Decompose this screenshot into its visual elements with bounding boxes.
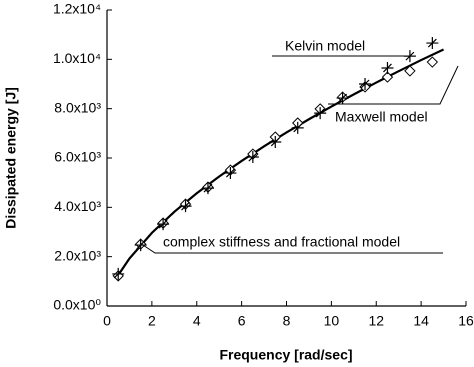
x-tick-label: 6	[238, 313, 246, 329]
star-marker	[224, 167, 237, 180]
legend-label: Maxwell model	[335, 109, 428, 125]
diamond-marker	[381, 71, 394, 83]
x-tick-label: 2	[148, 313, 156, 329]
y-tick-label: 2.0x10³	[54, 247, 101, 263]
legend-label: Kelvin model	[285, 38, 365, 54]
star-marker	[359, 78, 372, 90]
star-marker	[112, 267, 125, 280]
diamond-marker	[404, 65, 416, 77]
x-tick-label: 0	[103, 313, 111, 329]
diamond-marker	[426, 56, 439, 68]
star-marker	[179, 200, 192, 213]
y-axis-title: Dissipated energy [J]	[3, 87, 19, 229]
y-tick-label: 4.0x10³	[54, 198, 101, 214]
star-marker	[246, 151, 259, 164]
leader-line	[328, 65, 459, 105]
star-marker	[336, 92, 349, 105]
legend-label: complex stiffness and fractional model	[163, 234, 400, 250]
star-marker	[201, 182, 214, 195]
star-marker	[291, 121, 304, 134]
star-marker	[134, 239, 147, 252]
y-tick-label: 6.0x10³	[54, 149, 101, 165]
x-tick-label: 4	[193, 313, 201, 329]
x-axis-title: Frequency [rad/sec]	[219, 347, 352, 363]
y-tick-label: 1.2x10⁴	[53, 1, 101, 17]
y-tick-label: 8.0x10³	[54, 99, 101, 115]
x-tick-label: 16	[458, 313, 474, 329]
star-marker	[426, 37, 439, 50]
x-tick-label: 14	[413, 313, 429, 329]
star-marker	[381, 61, 394, 74]
x-tick-label: 10	[324, 313, 340, 329]
y-tick-label: 1.0x10⁴	[53, 50, 101, 66]
x-tick-label: 12	[368, 313, 384, 329]
star-marker	[269, 135, 282, 148]
star-marker	[314, 107, 327, 120]
star-marker	[157, 218, 170, 231]
x-tick-label: 8	[283, 313, 291, 329]
y-tick-label: 0.0x10⁰	[53, 297, 101, 313]
leader-line	[139, 242, 443, 254]
